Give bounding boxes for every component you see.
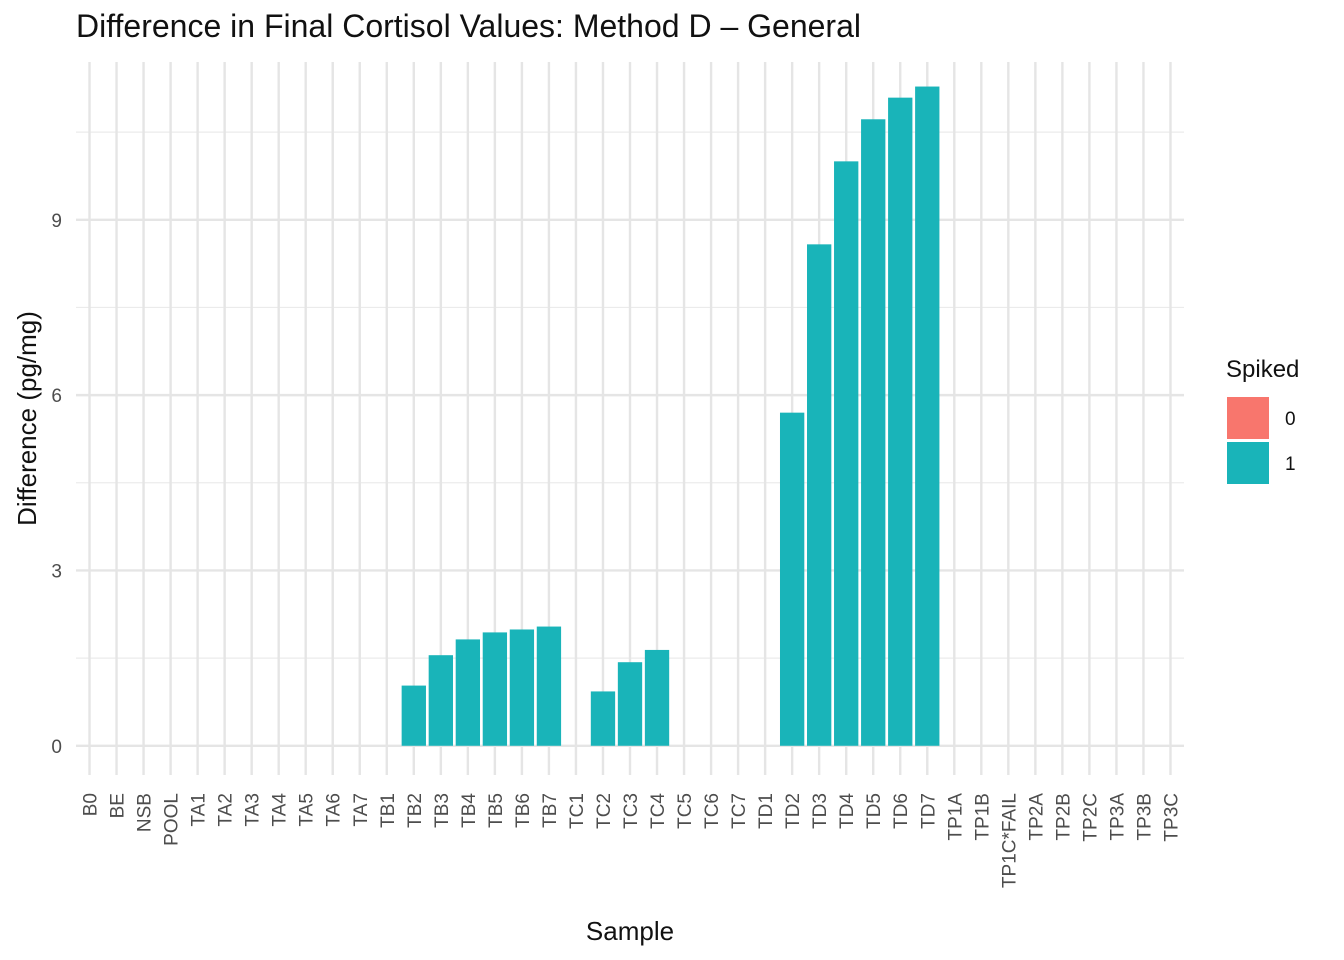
- x-tick-label: TD6: [891, 793, 912, 829]
- legend-label-1: 1: [1285, 454, 1296, 475]
- y-tick-label: 0: [51, 737, 62, 758]
- x-tick-label: BE: [108, 793, 129, 818]
- bar-tb4: [455, 639, 481, 746]
- bar-tc2: [590, 691, 616, 746]
- x-tick-label: TP3B: [1134, 793, 1155, 841]
- bar-td5: [861, 119, 886, 746]
- y-tick-label: 9: [51, 211, 62, 232]
- x-tick-label: TD4: [837, 793, 858, 829]
- bar-tb2: [401, 685, 426, 746]
- x-tick-label: TB6: [513, 793, 534, 828]
- x-tick-label: TC6: [702, 793, 723, 829]
- x-tick-label: TB7: [540, 793, 561, 828]
- x-tick-label: TP3A: [1107, 793, 1128, 841]
- bar-tc3: [617, 662, 643, 746]
- x-tick-label: TP2C: [1080, 793, 1101, 842]
- x-tick-label: TA1: [189, 793, 210, 826]
- x-tick-label: TC1: [567, 793, 588, 829]
- x-tick-label: TB5: [486, 793, 507, 828]
- bar-tc4: [644, 649, 670, 746]
- x-tick-label: TB2: [405, 793, 426, 828]
- bar-tb6: [509, 629, 535, 746]
- bar-tb7: [536, 626, 562, 746]
- x-tick-label: B0: [81, 793, 102, 816]
- x-tick-label: TC2: [594, 793, 615, 829]
- legend-label-0: 0: [1285, 409, 1296, 430]
- x-tick-label: TA5: [297, 793, 318, 826]
- legend-title: Spiked: [1226, 356, 1299, 383]
- x-tick-label: TP1C*FAIL: [999, 793, 1020, 888]
- x-tick-label: TD1: [756, 793, 777, 829]
- bar-td2: [779, 412, 805, 746]
- bar-td7: [915, 86, 940, 746]
- x-tick-label: TB3: [432, 793, 453, 828]
- x-axis-title: Sample: [586, 916, 674, 946]
- x-tick-label: TC4: [648, 793, 669, 829]
- x-tick-label: TD2: [783, 793, 804, 829]
- x-tick-label: POOL: [162, 793, 183, 846]
- legend-key-0: [1227, 397, 1269, 439]
- y-tick-label: 3: [51, 561, 62, 582]
- y-axis-title: Difference (pg/mg): [12, 311, 42, 526]
- x-tick-label: TP1A: [945, 793, 966, 841]
- chart-title: Difference in Final Cortisol Values: Met…: [76, 8, 861, 44]
- x-tick-label: NSB: [135, 793, 156, 832]
- bar-tb5: [482, 632, 508, 746]
- x-tick-label: TA6: [324, 793, 345, 826]
- x-tick-label: TP2B: [1053, 793, 1074, 841]
- x-tick-label: TA2: [216, 793, 237, 826]
- legend-key-1: [1227, 442, 1269, 484]
- x-tick-label: TA3: [243, 793, 264, 826]
- x-tick-label: TD5: [864, 793, 885, 829]
- x-tick-label: TD7: [918, 793, 939, 829]
- x-tick-label: TA7: [351, 793, 372, 826]
- x-tick-label: TB1: [378, 793, 399, 828]
- x-tick-label: TD3: [810, 793, 831, 829]
- x-tick-label: TC7: [729, 793, 750, 829]
- bar-td4: [834, 161, 859, 746]
- x-tick-label: TP1B: [972, 793, 993, 841]
- bar-tb3: [428, 655, 453, 746]
- x-tick-label: TB4: [459, 793, 480, 828]
- x-tick-label: TP3C: [1161, 793, 1182, 842]
- y-tick-label: 6: [51, 386, 62, 407]
- x-tick-label: TC5: [675, 793, 696, 829]
- x-tick-label: TC3: [621, 793, 642, 829]
- x-tick-label: TA4: [270, 793, 291, 827]
- bar-td6: [888, 97, 913, 746]
- bar-td3: [807, 244, 832, 746]
- x-tick-label: TP2A: [1026, 793, 1047, 841]
